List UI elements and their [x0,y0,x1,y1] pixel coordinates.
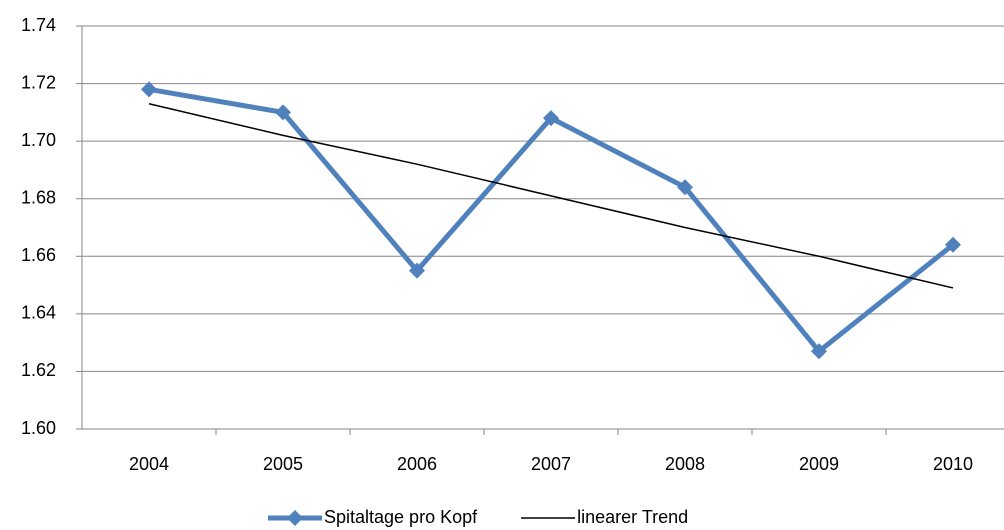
trend-line [148,102,954,289]
x-tick-label: 2005 [263,454,303,474]
y-tick-label: 1.72 [21,72,56,92]
x-tick-label: 2009 [799,454,839,474]
data-point [409,262,425,279]
y-tick-label: 1.66 [21,245,56,265]
data-point [275,104,291,121]
y-tick-label: 1.70 [21,130,56,150]
x-tick-label: 2010 [933,454,973,474]
data-point [543,110,559,127]
data-point [811,343,827,360]
legend-marker [287,510,303,526]
data-point [945,236,961,253]
data-point [677,179,693,196]
x-tick-label: 2004 [129,454,169,474]
data-point [141,81,157,98]
y-tick-label: 1.68 [21,187,56,207]
y-tick-label: 1.60 [21,418,56,438]
y-tick-label: 1.64 [21,303,56,323]
x-tick-label: 2008 [665,454,705,474]
y-tick-label: 1.62 [21,360,56,380]
legend-label: linearer Trend [577,507,688,527]
y-tick-label: 1.74 [21,15,56,35]
x-tick-label: 2007 [531,454,571,474]
x-tick-label: 2006 [397,454,437,474]
data-line [148,86,955,354]
legend-label: Spitaltage pro Kopf [324,507,478,527]
